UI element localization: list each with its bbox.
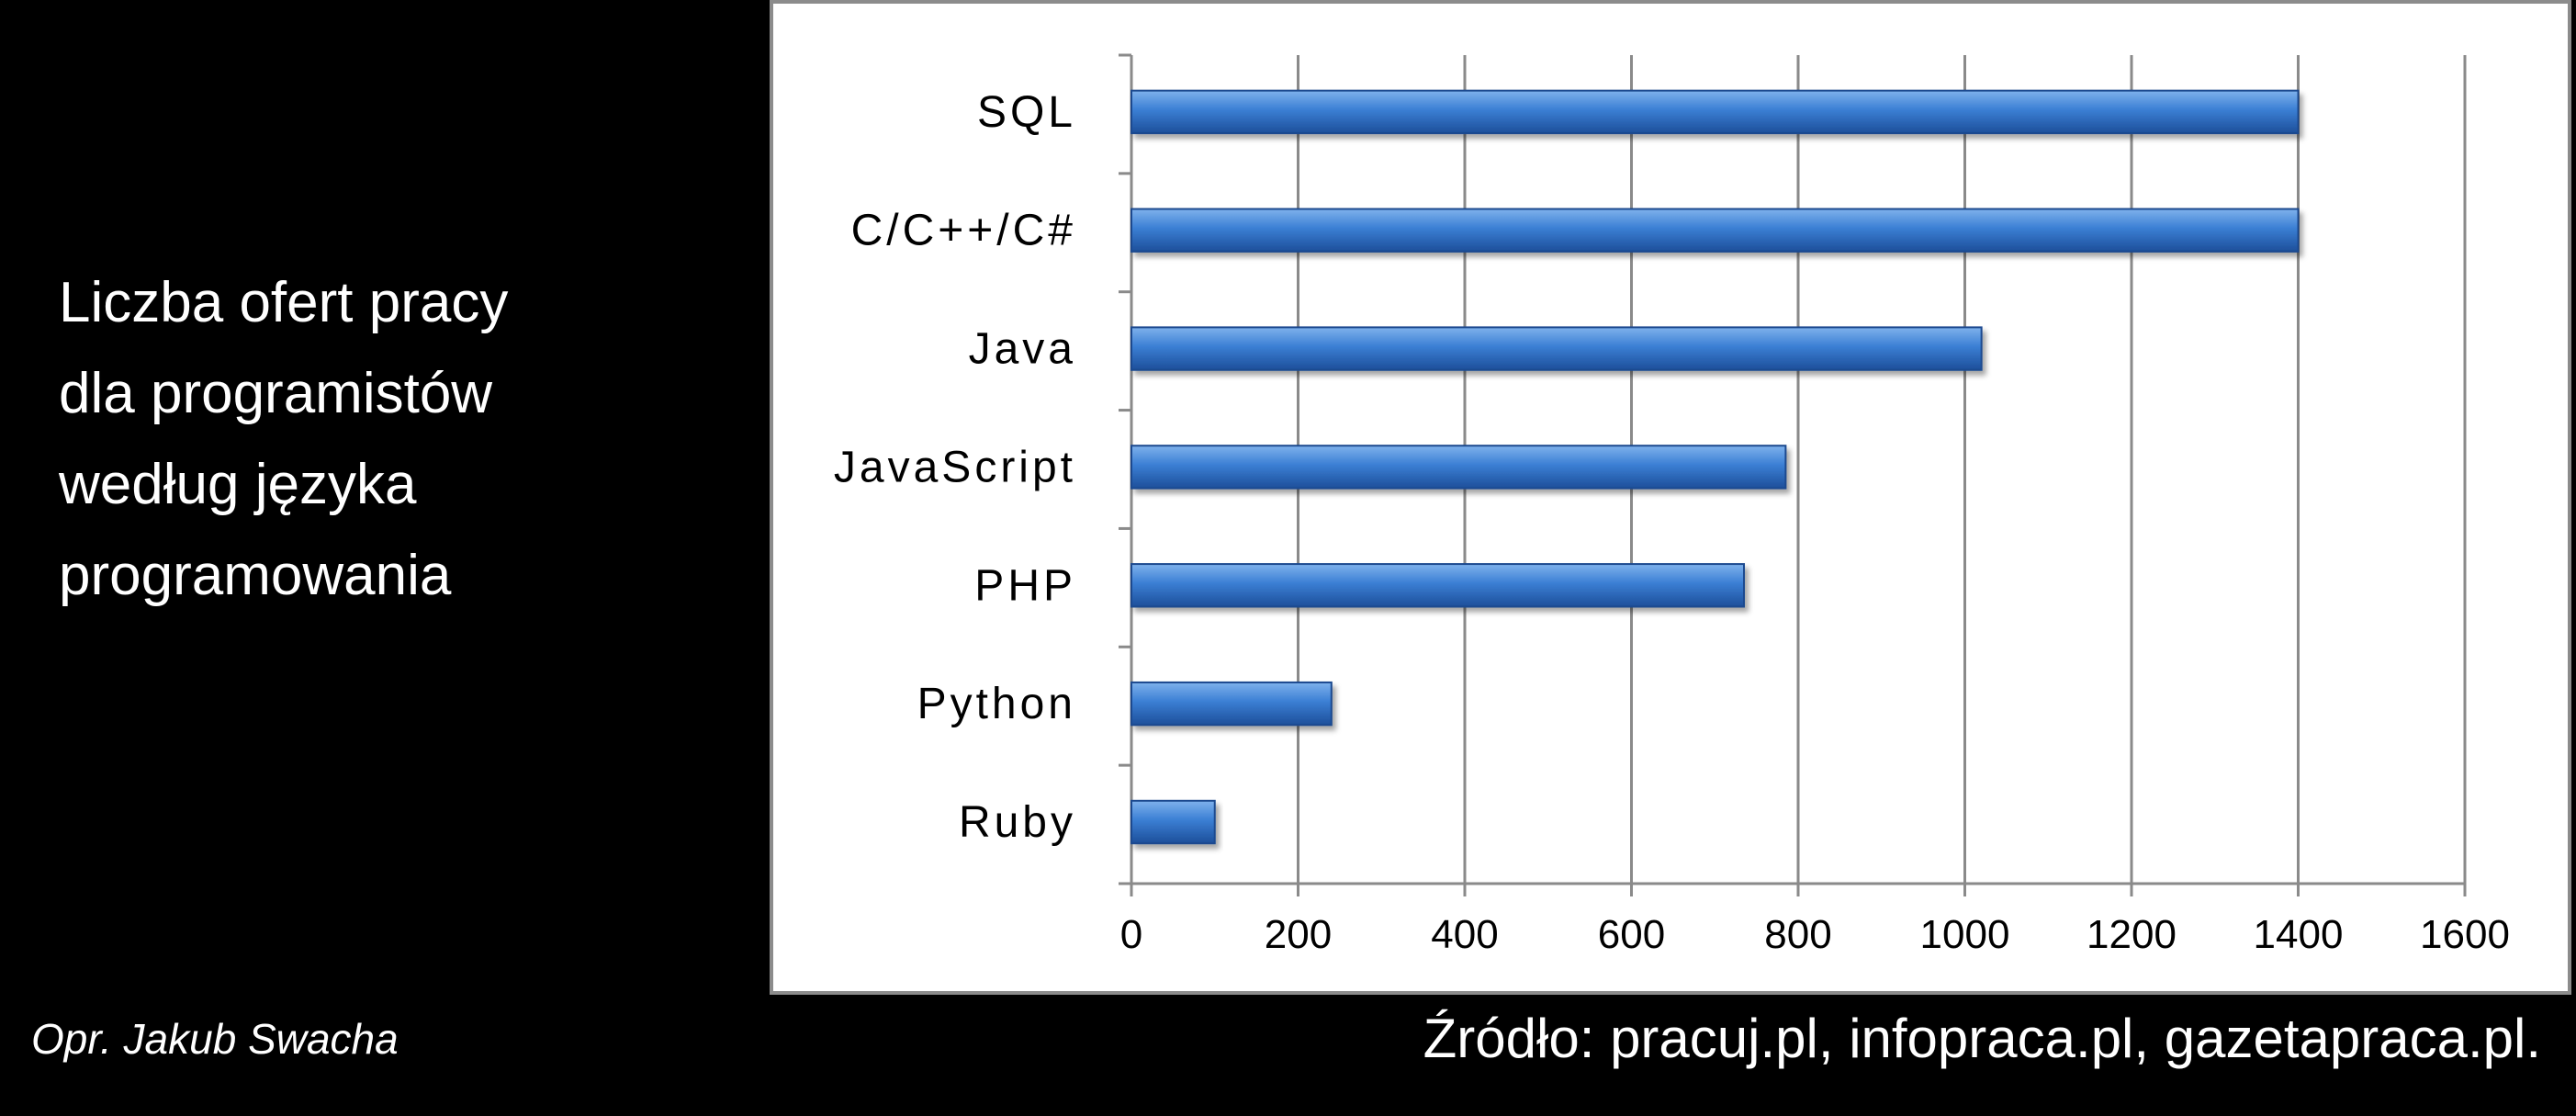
title-line-2: dla programistów xyxy=(59,362,493,425)
bar-c-c-c xyxy=(1131,208,2300,253)
x-tick-label-1000: 1000 xyxy=(1920,912,2010,957)
x-tick-label-0: 0 xyxy=(1120,912,1142,957)
category-label-java: Java xyxy=(969,325,1076,374)
bar-javascript xyxy=(1131,445,1787,490)
bar-php xyxy=(1131,563,1746,608)
x-tick-label-600: 600 xyxy=(1598,912,1665,957)
bar-python xyxy=(1131,681,1333,727)
x-tick-label-1600: 1600 xyxy=(2420,912,2510,957)
bar-java xyxy=(1131,326,1983,371)
category-label-sql: SQL xyxy=(977,88,1076,137)
bar-ruby xyxy=(1131,799,1216,845)
bar-sql xyxy=(1131,89,2300,135)
category-label-python: Python xyxy=(917,680,1076,728)
category-label-javascript: JavaScript xyxy=(834,443,1076,491)
chart-title: Liczba ofert pracy dla programistów wedł… xyxy=(59,257,720,621)
title-line-4: programowania xyxy=(59,544,452,607)
x-tick-label-1200: 1200 xyxy=(2087,912,2177,957)
bar-chart: 0 200 400 600 800 1000 1200 1400 1600 SQL C/C++/C#… xyxy=(834,53,2510,957)
title-line-3: według języka xyxy=(59,453,417,516)
author-credit: Opr. Jakub Swacha xyxy=(31,1015,399,1063)
category-label-c-c-c: C/C++/C# xyxy=(851,207,1076,255)
category-label-ruby: Ruby xyxy=(959,798,1076,847)
x-tick-label-1400: 1400 xyxy=(2254,912,2344,957)
x-tick-label-200: 200 xyxy=(1265,912,1332,957)
x-tick-label-400: 400 xyxy=(1431,912,1498,957)
title-line-1: Liczba ofert pracy xyxy=(59,271,509,334)
category-label-php: PHP xyxy=(974,561,1076,610)
chart-panel: 0 200 400 600 800 1000 1200 1400 1600 SQL C/C++/C#… xyxy=(770,0,2571,995)
x-tick-label-800: 800 xyxy=(1764,912,1831,957)
source-note: Źródło: pracuj.pl, infopraca.pl, gazetap… xyxy=(1423,1008,2541,1069)
